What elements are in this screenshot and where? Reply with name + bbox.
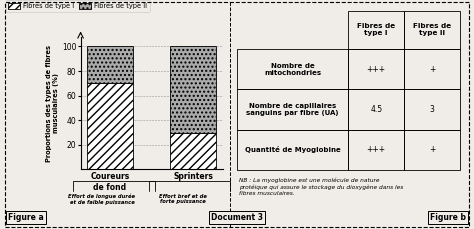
Text: Effort bref et de
forte puissance: Effort bref et de forte puissance	[158, 194, 207, 204]
Text: +: +	[429, 145, 435, 154]
Y-axis label: Proportions des types de fibres
musculaires (%): Proportions des types de fibres musculai…	[46, 45, 59, 161]
Text: Figure a: Figure a	[8, 213, 44, 222]
Bar	[348, 89, 404, 130]
Bar	[348, 130, 404, 170]
Text: 3: 3	[429, 105, 434, 114]
Bar	[237, 49, 348, 89]
Bar	[404, 11, 460, 49]
Text: +: +	[429, 65, 435, 74]
Bar	[237, 130, 348, 170]
Bar	[404, 130, 460, 170]
Bar	[87, 83, 133, 169]
Text: Figure b: Figure b	[430, 213, 466, 222]
Bar	[404, 49, 460, 89]
Legend: Fibres de type I, Fibres de type II: Fibres de type I, Fibres de type II	[6, 0, 150, 12]
Bar	[348, 49, 404, 89]
Text: Document 3: Document 3	[211, 213, 263, 222]
Bar	[348, 11, 404, 49]
Text: Fibres de
type I: Fibres de type I	[357, 23, 395, 36]
Text: 4.5: 4.5	[370, 105, 383, 114]
Text: Nombre de
mitochondries: Nombre de mitochondries	[264, 63, 321, 76]
Text: Fibres de
type II: Fibres de type II	[413, 23, 451, 36]
Bar	[87, 46, 133, 83]
Text: NB : La myoglobine est une molécule de nature
protéique qui assure le stockage d: NB : La myoglobine est une molécule de n…	[239, 178, 403, 196]
Bar	[237, 89, 348, 130]
Text: +++: +++	[367, 145, 386, 154]
Text: Effort de longue durée
et de faible puissance: Effort de longue durée et de faible puis…	[68, 194, 136, 205]
Bar	[171, 46, 216, 133]
Bar	[171, 133, 216, 169]
Text: +++: +++	[367, 65, 386, 74]
Bar	[404, 89, 460, 130]
Text: Quantité de Myoglobine: Quantité de Myoglobine	[245, 146, 341, 153]
Text: Nombre de capillaires
sanguins par fibre (UA): Nombre de capillaires sanguins par fibre…	[246, 103, 339, 116]
